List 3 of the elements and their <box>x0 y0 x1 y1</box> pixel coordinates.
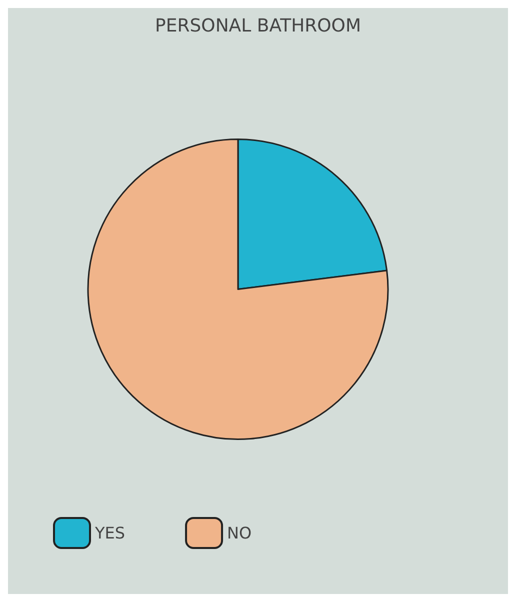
legend-label: YES <box>94 524 126 542</box>
chart-title: PERSONAL BATHROOM <box>154 16 362 36</box>
legend-label: NO <box>227 524 252 542</box>
